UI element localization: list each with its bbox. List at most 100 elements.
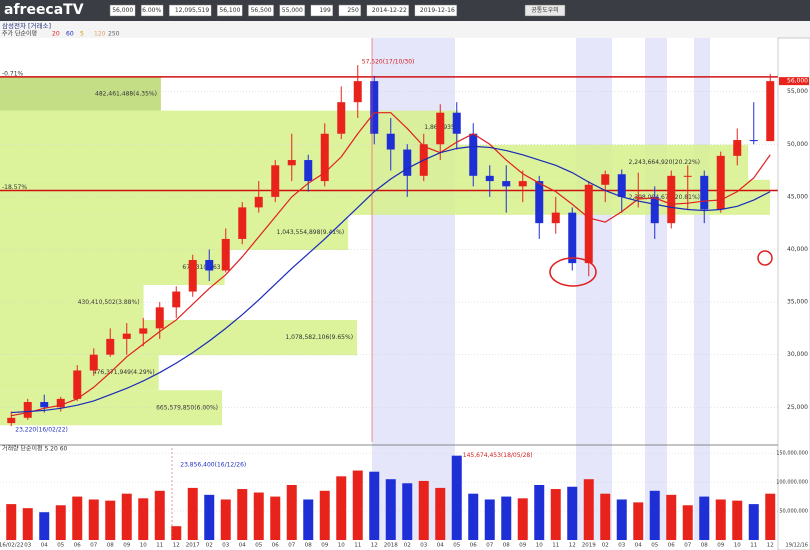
y-tick-label: 55,000: [787, 88, 808, 95]
stock-name: 삼성전자 [거래소]: [2, 21, 51, 30]
candle-body: [766, 81, 775, 142]
x-tick-label: 04: [41, 543, 48, 549]
field-value: 55,000: [282, 7, 303, 14]
moving-average: [11, 112, 771, 417]
field-value: 2019-12-16: [420, 7, 455, 14]
volume-bar: [286, 485, 297, 540]
input-field[interactable]: [366, 4, 410, 17]
candle-body: [568, 212, 577, 264]
candle-body: [700, 175, 709, 210]
x-tick-label: 11: [750, 543, 757, 549]
x-tick-label: 07: [684, 543, 691, 549]
x-tick-label: 07: [486, 543, 493, 549]
x-tick-label: 11: [354, 543, 361, 549]
toolbar-fields: 56,000 6.00% 12,095,519 56,100 56,500 55,000 1…: [109, 4, 566, 17]
input-field[interactable]: [248, 4, 274, 17]
x-tick-label: 12: [767, 543, 774, 549]
input-field[interactable]: [140, 4, 164, 17]
volume-profile-band: [0, 214, 349, 250]
volume-bar: [418, 480, 429, 540]
end-label: 19/12/16: [786, 543, 808, 549]
candle-body: [73, 370, 82, 399]
x-tick-label: 02: [602, 543, 609, 549]
input-field[interactable]: [310, 4, 334, 17]
volume-bar: [765, 493, 776, 540]
volume-bar: [6, 504, 17, 540]
volume-profile-band: [0, 76, 161, 111]
volume-bar: [699, 496, 710, 540]
y-tick-label: 30,000: [787, 351, 808, 358]
candle-body: [271, 165, 280, 197]
input-field[interactable]: [168, 4, 212, 17]
candle-body: [106, 338, 115, 355]
candle-body: [287, 160, 296, 166]
x-tick-label: 10: [734, 543, 741, 549]
input-field[interactable]: [109, 4, 136, 17]
field-value: 2014-12-22: [372, 7, 407, 14]
volume-bar: [187, 487, 198, 540]
volume-bar: [220, 499, 231, 540]
candle-body: [172, 291, 181, 308]
volume-tick-label: 100,000,000: [776, 480, 808, 486]
volume-bar: [682, 505, 693, 540]
x-tick-label: 02: [404, 543, 411, 549]
field-value: 250: [347, 7, 359, 14]
field-value: 199: [319, 7, 331, 14]
x-tick-label: 04: [635, 543, 642, 549]
volume-bar: [39, 512, 50, 540]
volume-bar: [88, 499, 99, 540]
band-label: 1,043,554,898(9.41%): [277, 229, 345, 236]
volume-min: 23,856,400(16/12/26): [180, 462, 246, 469]
volume-bar: [732, 500, 743, 540]
shade: [694, 38, 710, 540]
input-field[interactable]: [338, 4, 362, 17]
volume-bar: [154, 490, 165, 540]
candle-body: [370, 81, 379, 134]
candle-body: [535, 181, 544, 224]
candle-body: [634, 196, 643, 198]
volume-max: 145,674,453(18/05/28): [463, 452, 533, 459]
x-tick-label: 2019: [582, 543, 596, 549]
volume-bar: [451, 455, 462, 540]
candle-body: [469, 133, 478, 176]
volume-bar: [484, 499, 495, 540]
high-annotation: 57,520(17/10/30): [362, 59, 415, 66]
legend-entry: 120: [94, 31, 106, 38]
band-label: 2,243,664,920(20.22%): [629, 159, 700, 166]
level-label: -0.71%: [2, 70, 24, 77]
candle-body: [337, 102, 346, 134]
field-value: 56,500: [251, 7, 272, 14]
volume-bar: [55, 505, 66, 540]
input-field[interactable]: [216, 4, 243, 17]
shade: [645, 38, 667, 540]
y-tick-label: 25,000: [787, 404, 808, 411]
band-label: 482,461,488(4.35%): [95, 90, 157, 97]
candle-body: [485, 175, 494, 182]
indicator-label: 주가 단순이평: [2, 30, 37, 38]
volume-bar: [237, 489, 248, 540]
candle-body: [353, 81, 362, 103]
volume-tick-label: 50,000,000: [779, 509, 808, 515]
candle-body: [436, 112, 445, 145]
candle-body: [320, 133, 329, 182]
x-tick-label: 09: [519, 543, 526, 549]
x-tick-label: 10: [536, 543, 543, 549]
input-field[interactable]: [279, 4, 306, 17]
volume-bar: [385, 479, 396, 540]
candle-body: [7, 417, 16, 424]
band-label: 476,371,949(4.29%): [93, 369, 155, 376]
highlight-circle: [549, 257, 597, 287]
x-tick-label: 04: [239, 543, 246, 549]
candle-body: [716, 155, 725, 210]
band-label: 665,579,850(6.00%): [156, 404, 218, 411]
x-tick-label: 08: [701, 543, 708, 549]
x-tick-label: 09: [717, 543, 724, 549]
volume-bar: [253, 492, 264, 540]
button[interactable]: [524, 4, 566, 17]
candle-body: [155, 307, 164, 329]
volume-bar: [616, 499, 627, 540]
input-field[interactable]: [414, 4, 458, 17]
x-tick-label: 06: [668, 543, 675, 549]
field-value: 12,095,519: [175, 7, 210, 14]
volume-bar: [369, 471, 380, 540]
